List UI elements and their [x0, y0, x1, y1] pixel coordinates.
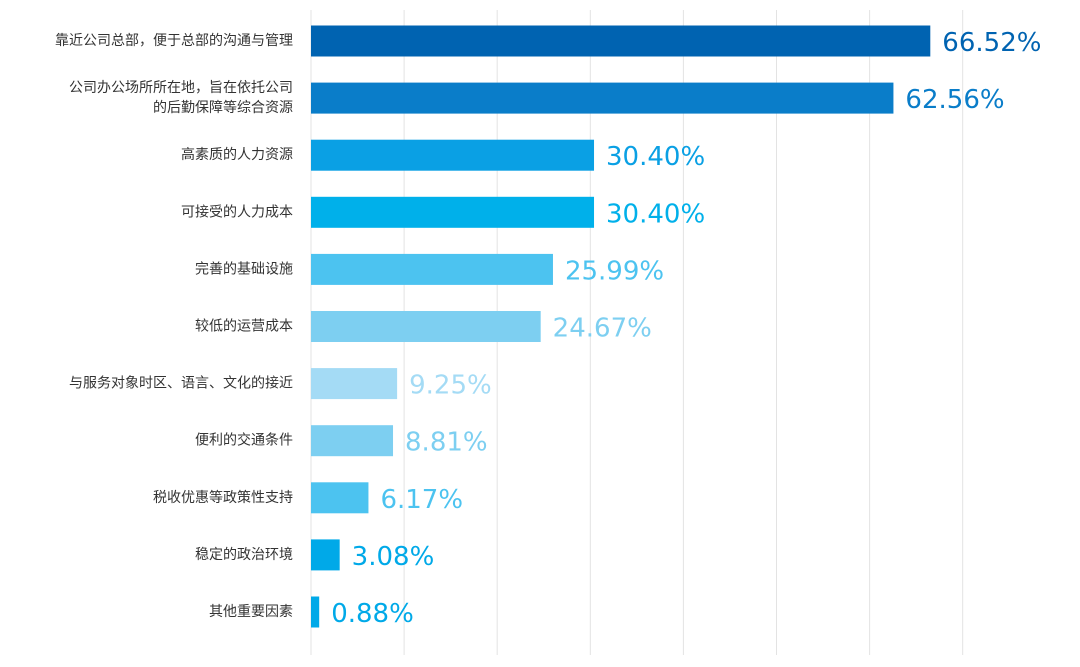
bar — [311, 253, 553, 285]
category-label: 公司办公场所所在地，旨在依托公司 — [69, 80, 293, 96]
data-label: 30.40% — [606, 199, 705, 229]
bar — [311, 82, 894, 114]
category-label: 完善的基础设施 — [195, 260, 293, 277]
category-label: 靠近公司总部，便于总部的沟通与管理 — [55, 33, 293, 49]
data-label: 9.25% — [409, 371, 492, 401]
bar — [311, 539, 340, 571]
category-label: 与服务对象时区、语言、文化的接近 — [69, 375, 293, 392]
bar — [311, 482, 369, 514]
bar — [311, 196, 595, 228]
bar — [311, 311, 541, 342]
bars — [311, 25, 931, 628]
bar — [311, 25, 931, 57]
category-label: 的后勤保障等综合资源 — [153, 99, 293, 116]
data-label: 66.52% — [942, 28, 1041, 58]
category-label: 较低的运营成本 — [195, 319, 293, 335]
category-label: 高素质的人力资源 — [181, 146, 293, 163]
bar — [311, 139, 595, 171]
data-label: 62.56% — [905, 85, 1004, 115]
category-label: 稳定的政治环境 — [195, 547, 293, 563]
value-labels: 66.52% 62.56% 30.40% 30.40% 25.99% 24.67% 9.25… — [331, 28, 1041, 629]
data-label: 6.17% — [380, 485, 463, 515]
bar — [311, 596, 320, 628]
category-label: 便利的交通条件 — [195, 432, 293, 449]
category-label: 其他重要因素 — [209, 604, 293, 620]
data-label: 8.81% — [405, 428, 488, 458]
bar — [311, 368, 398, 400]
data-label: 25.99% — [565, 256, 664, 286]
category-label: 可接受的人力成本 — [181, 203, 293, 220]
category-labels: 靠近公司总部，便于总部的沟通与管理公司办公场所所在地，旨在依托公司的后勤保障等综… — [55, 33, 293, 620]
data-label: 24.67% — [553, 314, 652, 344]
data-label: 0.88% — [331, 599, 414, 629]
category-label: 税收优惠等政策性支持 — [153, 489, 293, 506]
data-label: 3.08% — [352, 542, 435, 572]
bar — [311, 425, 394, 457]
data-label: 30.40% — [606, 142, 705, 172]
